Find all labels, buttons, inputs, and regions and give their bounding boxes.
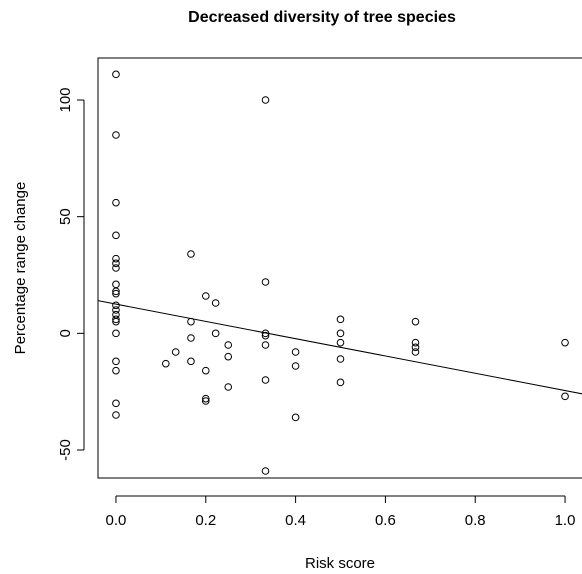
data-point <box>561 338 569 347</box>
chart-title: Decreased diversity of tree species <box>188 9 456 26</box>
data-point <box>187 317 195 326</box>
data-point <box>336 315 345 324</box>
data-point <box>411 348 420 356</box>
data-point <box>411 343 420 352</box>
data-point <box>261 376 270 384</box>
data-point <box>112 280 120 289</box>
data-point <box>211 299 220 307</box>
data-point <box>211 329 220 338</box>
x-tick-label: 0.6 <box>375 512 396 529</box>
x-axis: 0.0 0.2 0.4 0.6 0.8 1.0 <box>106 495 576 529</box>
data-point <box>201 292 210 300</box>
data-point <box>112 259 120 268</box>
data-point <box>261 96 270 104</box>
x-tick-label: 0.2 <box>195 512 216 529</box>
data-point <box>411 317 420 326</box>
data-point <box>112 357 120 366</box>
y-tick-label: -50 <box>57 439 74 461</box>
data-point <box>291 362 300 370</box>
data-point <box>224 383 233 391</box>
data-point <box>201 366 210 375</box>
data-point <box>261 278 270 286</box>
data-point <box>261 331 270 340</box>
data-point <box>336 338 345 347</box>
data-point <box>291 413 300 422</box>
data-point <box>162 359 170 368</box>
data-point <box>112 315 120 324</box>
y-tick-label: 100 <box>57 87 74 112</box>
data-point <box>336 355 345 363</box>
data-point <box>187 250 195 258</box>
data-point <box>112 287 120 296</box>
y-tick-label: 0 <box>57 329 74 337</box>
data-point <box>171 348 180 356</box>
y-axis: -50 0 50 100 <box>57 87 85 461</box>
data-point <box>187 357 195 366</box>
data-point <box>336 329 345 338</box>
data-point <box>561 392 569 401</box>
y-axis-label: Percentage range change <box>12 182 29 355</box>
data-point <box>112 70 120 79</box>
x-tick-label: 0.4 <box>285 512 306 529</box>
data-point <box>112 399 120 408</box>
data-point <box>291 348 300 356</box>
y-tick-label: 50 <box>57 208 74 225</box>
data-point <box>112 301 120 310</box>
data-point <box>187 334 195 342</box>
x-tick-label: 0.0 <box>106 512 127 529</box>
data-point <box>112 366 120 375</box>
data-point <box>112 131 120 139</box>
x-tick-label: 1.0 <box>555 512 576 529</box>
data-point <box>411 338 420 347</box>
plot-area-frame <box>97 57 582 479</box>
data-point <box>112 317 120 326</box>
data-point <box>224 341 233 349</box>
data-point <box>201 394 210 403</box>
data-point <box>112 254 120 263</box>
x-axis-label: Risk score <box>305 555 375 572</box>
data-point <box>224 352 233 361</box>
data-point <box>261 341 270 349</box>
data-point <box>112 289 120 298</box>
regression-line <box>97 300 582 395</box>
data-point <box>336 378 345 387</box>
data-point <box>112 264 120 272</box>
data-point <box>112 411 120 419</box>
data-point <box>112 231 120 240</box>
data-point <box>261 467 270 475</box>
x-tick-label: 0.8 <box>465 512 486 529</box>
data-point <box>112 306 120 314</box>
data-point <box>261 329 270 338</box>
data-point <box>112 329 120 338</box>
regression-layer <box>97 300 582 395</box>
points-layer <box>112 70 569 475</box>
data-point <box>201 397 210 405</box>
data-point <box>112 198 120 207</box>
